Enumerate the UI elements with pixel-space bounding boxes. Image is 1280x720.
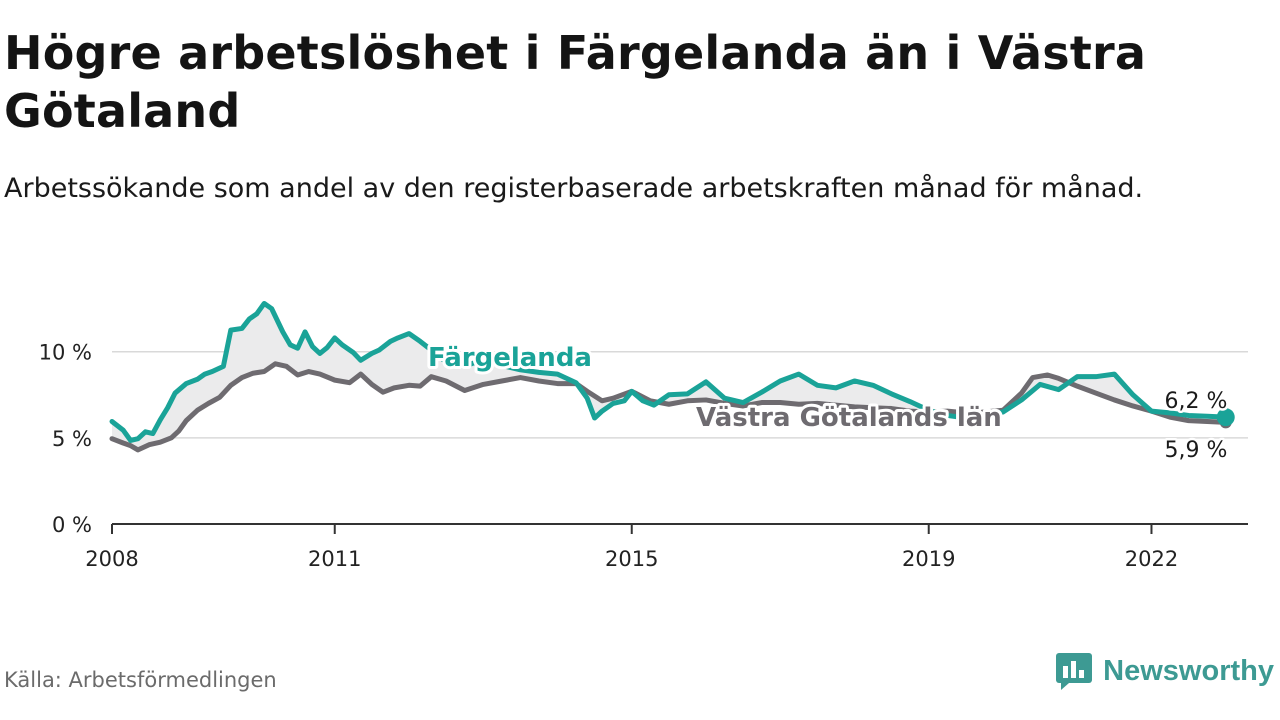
series-label-fargelanda: Färgelanda <box>428 343 592 373</box>
x-tick-label: 2019 <box>902 547 955 571</box>
end-value-vastra-gotaland: 5,9 % <box>1165 438 1228 463</box>
brand-logo[interactable]: Newsworthy <box>1055 652 1274 690</box>
series-label-vastra-gotaland: Västra Götalands län <box>696 403 1002 433</box>
x-tick-label: 2022 <box>1125 547 1178 571</box>
source-note: Källa: Arbetsförmedlingen <box>4 668 277 692</box>
x-tick-label: 2015 <box>605 547 658 571</box>
chart-title: Högre arbetslöshet i Färgelanda än i Väs… <box>4 26 1147 138</box>
end-point-fargelanda <box>1216 408 1235 427</box>
end-value-fargelanda: 6,2 % <box>1165 389 1228 414</box>
line-chart: 0 % 5 % 10 % 2008 2011 2015 2019 2022 Färgelanda… <box>39 300 1248 571</box>
brand-name: Newsworthy <box>1103 654 1274 687</box>
x-tick-label: 2008 <box>85 547 138 571</box>
series-line-fargelanda <box>109 300 1229 443</box>
series-line-vastra-gotaland <box>109 361 1229 453</box>
y-tick-label: 5 % <box>52 427 92 451</box>
chart-subtitle: Arbetssökande som andel av den registerb… <box>4 173 1144 204</box>
x-tick-label: 2011 <box>308 547 361 571</box>
newsworthy-bar-chart-icon <box>1056 653 1093 690</box>
y-tick-label: 10 % <box>39 341 92 365</box>
y-tick-label: 0 % <box>52 513 92 537</box>
